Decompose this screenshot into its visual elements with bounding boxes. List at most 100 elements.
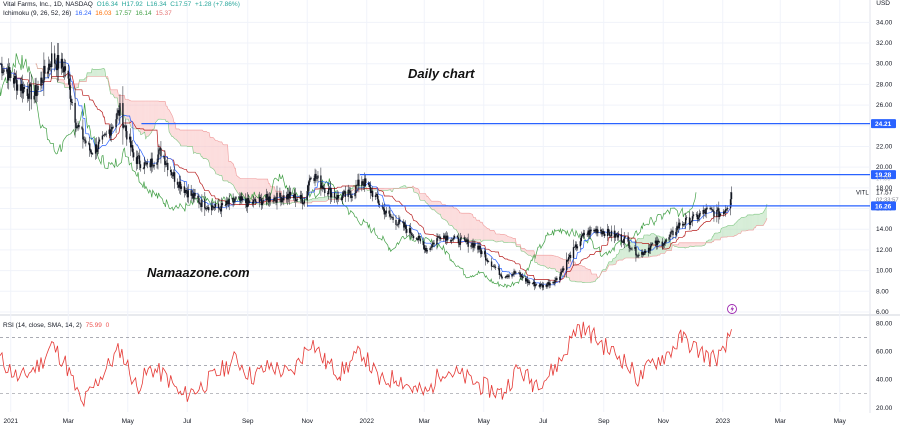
candle xyxy=(657,238,660,245)
candle xyxy=(430,245,432,251)
candle xyxy=(375,192,378,198)
cloud-segment xyxy=(749,214,753,231)
candle xyxy=(57,42,60,81)
candle-body xyxy=(0,63,2,65)
cloud-segment xyxy=(230,161,234,186)
cloud-segment xyxy=(513,238,515,243)
cloud-segment xyxy=(326,196,330,202)
candle xyxy=(554,277,556,287)
candle xyxy=(596,225,598,237)
candle-body xyxy=(574,244,577,247)
candle-body xyxy=(262,200,265,202)
cloud-segment xyxy=(495,233,497,243)
candle xyxy=(718,201,720,224)
candle xyxy=(670,228,672,238)
candle xyxy=(10,70,12,82)
cloud-segment xyxy=(677,244,679,248)
candle-body xyxy=(572,247,575,259)
candle-body xyxy=(474,243,476,246)
cloud-segment xyxy=(529,250,530,256)
candle xyxy=(251,199,254,207)
candle-body xyxy=(67,70,69,79)
cloud-segment xyxy=(391,188,393,192)
ichimoku-chikou-value: 17.57 xyxy=(115,10,132,17)
cloud-segment xyxy=(201,130,203,157)
candle-body xyxy=(280,197,282,203)
candle xyxy=(422,237,424,249)
candle xyxy=(201,194,203,213)
candle-body xyxy=(30,84,32,100)
candle-body xyxy=(698,213,701,218)
rsi-legend[interactable]: RSI (14, close, SMA, 14, 2) 75.99 0 xyxy=(3,322,111,329)
candle xyxy=(460,235,463,241)
price-tick-label: 14.00 xyxy=(876,226,893,233)
candle xyxy=(568,252,571,260)
candle-body xyxy=(84,139,86,141)
candle xyxy=(115,113,117,133)
ichimoku-legend[interactable]: Ichimoku (9, 26, 52, 26) 16.24 16.03 17.… xyxy=(3,10,174,17)
cloud-segment xyxy=(555,256,557,272)
cloud-segment xyxy=(547,255,549,269)
candle xyxy=(43,52,45,97)
candle xyxy=(410,231,413,237)
cloud-segment xyxy=(441,202,443,219)
candle-body xyxy=(658,241,661,243)
candle xyxy=(132,148,135,161)
candle-body xyxy=(63,66,66,73)
candle-body xyxy=(85,140,87,144)
candle-body xyxy=(594,229,596,232)
candle-body xyxy=(583,232,585,236)
cloud-segment xyxy=(557,256,559,273)
candle-body xyxy=(323,187,325,189)
candle-body xyxy=(568,254,571,258)
candle-body xyxy=(528,281,531,284)
candle-body xyxy=(286,195,288,200)
cloud-segment xyxy=(544,255,548,269)
candle xyxy=(671,229,673,233)
candle-body xyxy=(376,194,379,200)
rsi-tick-label: 80.00 xyxy=(876,321,893,328)
price-tick-label: 30.00 xyxy=(876,61,893,68)
candle-body xyxy=(227,202,229,205)
candle-body xyxy=(358,179,360,187)
cloud-segment xyxy=(466,213,468,240)
candle-body xyxy=(637,255,639,257)
candle xyxy=(169,166,172,176)
candle-body xyxy=(117,110,119,113)
candle xyxy=(635,240,637,262)
candle xyxy=(385,206,387,217)
candle xyxy=(720,212,722,216)
cloud-segment xyxy=(604,269,606,272)
cloud-segment xyxy=(240,178,242,197)
time-tick-label: 2023 xyxy=(715,418,730,425)
candle xyxy=(444,233,446,239)
candle xyxy=(697,215,700,222)
candle-body xyxy=(562,268,564,271)
candle xyxy=(629,245,631,252)
candle-body xyxy=(478,245,480,250)
candle-body xyxy=(620,234,622,242)
time-tick-label: 2022 xyxy=(359,418,374,425)
candle-body xyxy=(77,124,79,128)
candle xyxy=(555,276,557,282)
cloud-segment xyxy=(479,220,481,240)
candle-body xyxy=(433,242,435,245)
candle xyxy=(137,152,140,159)
candle-body xyxy=(565,259,568,271)
candle-body xyxy=(231,198,233,199)
cloud-segment xyxy=(385,188,387,191)
candle-body xyxy=(53,53,56,64)
axis-secondary-label: 17.00 xyxy=(876,177,891,183)
candle-body xyxy=(540,283,543,285)
price-tick-label: 22.00 xyxy=(876,143,893,150)
candle xyxy=(553,280,555,286)
candle-body xyxy=(105,133,108,135)
candle-body xyxy=(504,277,506,278)
candle xyxy=(378,200,381,208)
candle-body xyxy=(357,179,359,186)
candle xyxy=(126,124,128,146)
candle xyxy=(392,214,394,223)
candle-body xyxy=(431,244,433,248)
cloud-segment xyxy=(490,230,493,241)
candle-body xyxy=(416,238,419,241)
